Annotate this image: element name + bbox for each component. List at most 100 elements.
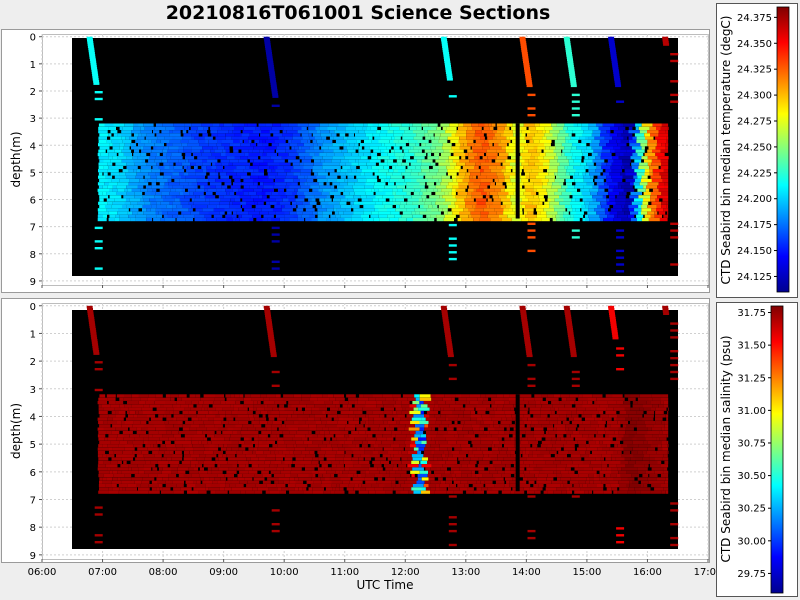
profile-cell — [563, 36, 570, 40]
heatmap-cell — [256, 407, 265, 411]
heatmap-cell — [207, 434, 215, 438]
heatmap-cell — [524, 159, 529, 163]
heatmap-cell — [528, 198, 540, 202]
heatmap-cell — [272, 420, 282, 425]
profile-cell — [263, 305, 270, 309]
heatmap-cell — [119, 487, 123, 491]
heatmap-cell — [525, 205, 537, 209]
heatmap-cell — [395, 191, 407, 196]
profile-cell — [86, 36, 93, 40]
heatmap-cell — [430, 487, 436, 491]
heatmap-cell — [617, 434, 624, 438]
heatmap-cell — [451, 201, 455, 205]
heatmap-cell — [417, 139, 429, 143]
heatmap-cell — [424, 130, 428, 134]
profile-dot — [271, 226, 280, 230]
heatmap-cell — [554, 156, 558, 160]
heatmap-cell — [506, 182, 513, 186]
heatmap-cell — [101, 404, 111, 408]
heatmap-cell — [231, 214, 237, 218]
heatmap-cell — [419, 211, 432, 215]
heatmap-cell — [618, 182, 625, 186]
heatmap-cell — [445, 130, 457, 134]
heatmap-cell — [347, 198, 355, 202]
heatmap-cell — [339, 172, 346, 176]
heatmap-cell — [354, 404, 366, 408]
heatmap-cell — [260, 156, 271, 160]
heatmap-cell — [492, 487, 504, 491]
heatmap-cell — [532, 450, 540, 454]
heatmap-cell — [182, 424, 191, 428]
heatmap-cell — [540, 444, 548, 448]
heatmap-cell — [608, 404, 620, 408]
heatmap-cell — [482, 417, 492, 421]
heatmap-cell — [382, 401, 388, 405]
heatmap-cell — [660, 474, 669, 478]
heatmap-cell — [121, 480, 130, 484]
profile-cell — [93, 350, 100, 353]
heatmap-cell — [220, 447, 227, 451]
heatmap-cell — [559, 175, 570, 179]
heatmap-cell — [451, 175, 456, 179]
heatmap-cell — [173, 487, 181, 491]
heatmap-cell — [632, 480, 639, 484]
heatmap-cell — [146, 214, 157, 218]
heatmap-cell — [407, 397, 416, 401]
heatmap-cell — [322, 211, 332, 215]
heatmap-cell — [365, 430, 373, 435]
heatmap-cell — [591, 430, 598, 435]
profile-cell — [267, 64, 274, 68]
heatmap-cell — [650, 407, 656, 411]
heatmap-cell — [629, 480, 633, 484]
profile-cell — [267, 334, 274, 338]
heatmap-cell — [333, 165, 341, 170]
heatmap-cell — [402, 133, 411, 137]
heatmap-cell — [488, 139, 501, 143]
heatmap-cell — [353, 464, 361, 468]
heatmap-cell — [384, 149, 390, 153]
heatmap-cell — [605, 410, 617, 415]
heatmap-cell — [248, 191, 257, 196]
heatmap-cell — [452, 159, 460, 163]
heatmap-cell — [339, 440, 345, 444]
heatmap-cell — [369, 454, 380, 458]
heatmap-cell — [301, 437, 308, 441]
heatmap-cell — [392, 172, 402, 176]
heatmap-cell — [456, 130, 467, 134]
heatmap-cell — [643, 454, 650, 458]
heatmap-cell — [418, 447, 425, 451]
heatmap-cell — [303, 457, 313, 461]
heatmap-cell — [659, 218, 668, 222]
heatmap-cell — [446, 185, 453, 189]
heatmap-cell — [496, 165, 503, 170]
heatmap-cell — [226, 454, 236, 458]
heatmap-cell — [442, 208, 448, 212]
heatmap-cell — [604, 136, 613, 140]
heatmap-cell — [258, 464, 270, 468]
heatmap-cell — [122, 430, 133, 435]
profile-cell — [266, 327, 273, 331]
heatmap-cell — [289, 480, 296, 484]
heatmap-cell — [641, 123, 653, 127]
heatmap-cell — [289, 211, 297, 215]
heatmap-cell — [586, 146, 592, 150]
heatmap-cell — [498, 430, 505, 435]
heatmap-cell — [438, 427, 444, 431]
heatmap-cell — [276, 434, 280, 438]
heatmap-cell — [493, 407, 497, 411]
profile-cell — [447, 350, 454, 353]
heatmap-cell — [455, 143, 461, 147]
heatmap-cell — [254, 490, 263, 494]
heatmap-cell — [379, 470, 387, 474]
heatmap-cell — [161, 130, 170, 134]
heatmap-cell — [177, 467, 189, 471]
heatmap-cell — [554, 198, 564, 202]
heatmap-cell — [119, 214, 129, 218]
heatmap-cell — [116, 420, 122, 425]
heatmap-cell — [561, 143, 573, 147]
heatmap-cell — [665, 143, 669, 147]
heatmap-cell — [664, 427, 669, 431]
heatmap-cell — [445, 159, 449, 163]
heatmap-cell — [134, 149, 140, 153]
heatmap-cell — [393, 447, 404, 451]
